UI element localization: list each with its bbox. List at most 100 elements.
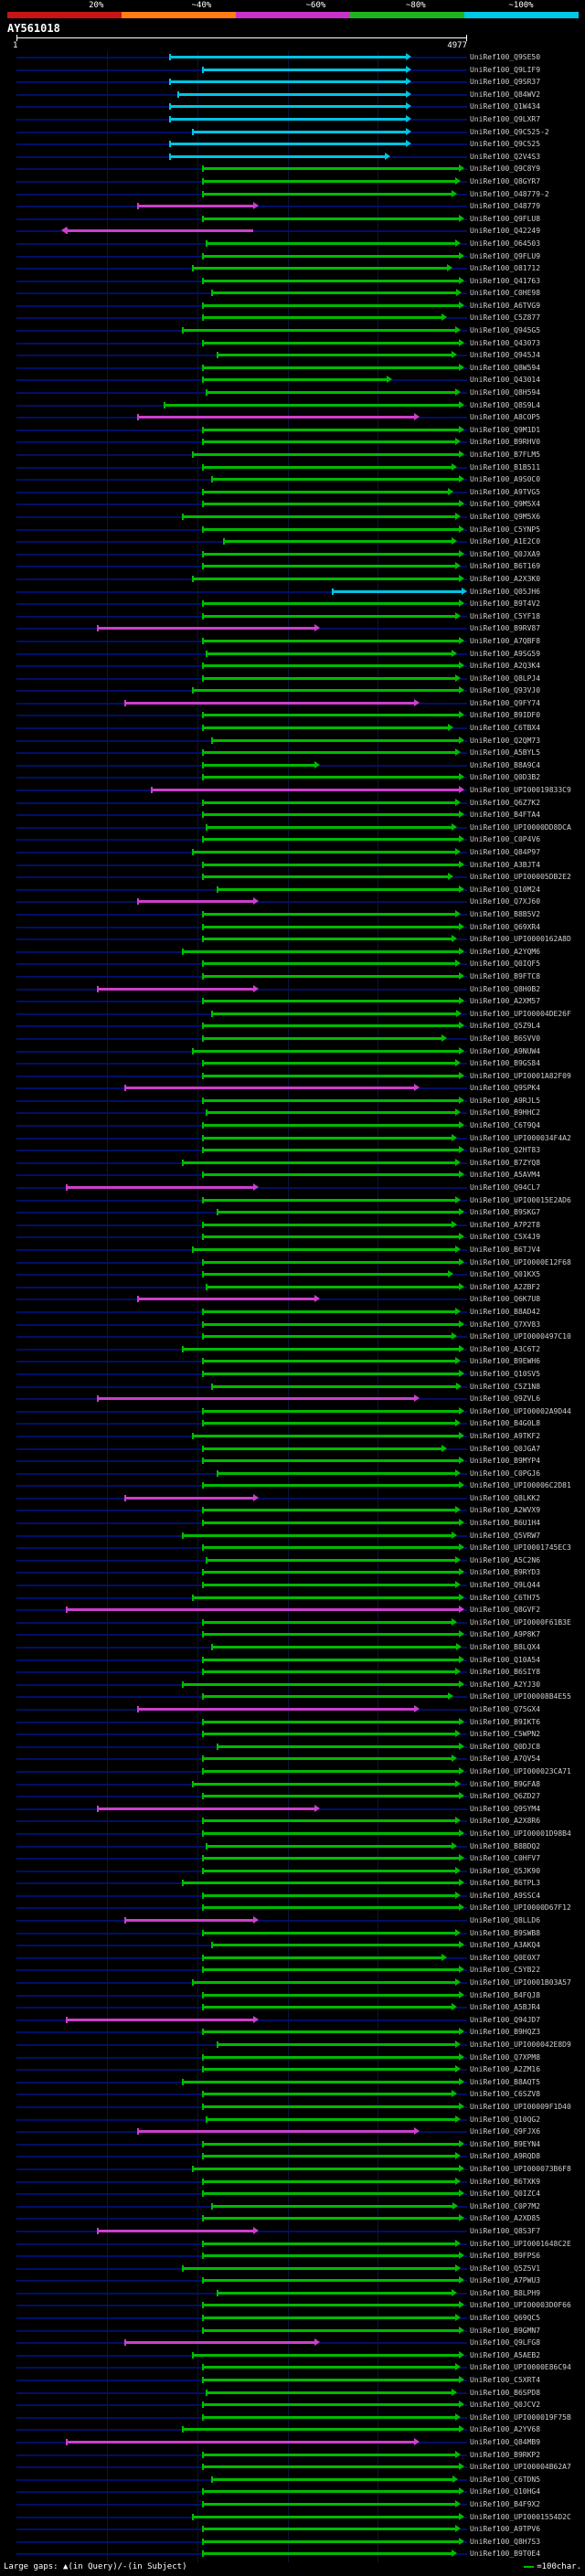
hit-bar[interactable] [201,1730,462,1738]
hit-label[interactable]: UniRef100_A2XM57 [470,997,541,1006]
hit-label[interactable]: UniRef100_A2X3K0 [470,574,541,583]
hit-bar[interactable] [201,1357,462,1365]
hit-label[interactable]: UniRef100_Q8H7S3 [470,2537,541,2546]
hit-label[interactable]: UniRef100_B8BDQ2 [470,1841,541,1850]
hit-label[interactable]: UniRef100_B9EYN4 [470,2139,541,2148]
hit-label[interactable]: UniRef100_Q6Z7K2 [470,798,541,807]
hit-label[interactable]: UniRef100_B7ZYQ8 [470,1158,541,1167]
hit-bar[interactable] [201,376,392,384]
hit-bar[interactable] [201,748,462,757]
hit-bar[interactable] [201,1146,465,1154]
hit-label[interactable]: UniRef100_B9GFA8 [470,1779,541,1788]
hit-label[interactable]: UniRef100_Q84WV2 [470,90,541,99]
hit-label[interactable]: UniRef100_C0HFV7 [470,1854,541,1863]
hit-bar[interactable] [201,1568,465,1576]
hit-label[interactable]: UniRef100_B9MYP4 [470,1457,541,1466]
hit-bar[interactable] [217,2041,462,2048]
hit-bar[interactable] [191,451,465,458]
hit-label[interactable]: UniRef100_UPI00004B62A7 [470,2463,571,2472]
hit-bar[interactable] [137,897,259,906]
hit-label[interactable]: UniRef100_A5AEB2 [470,2350,541,2359]
hit-bar[interactable] [201,711,465,719]
hit-label[interactable]: UniRef100_Q0D3B2 [470,773,541,782]
hit-label[interactable]: UniRef100_UPI00001D98B4 [470,1829,571,1838]
hit-bar[interactable] [205,2388,458,2396]
hit-bar[interactable] [201,276,465,284]
hit-label[interactable]: UniRef100_Q94JD7 [470,2015,541,2024]
hit-bar[interactable] [201,1655,465,1663]
hit-label[interactable]: UniRef100_Q2QM73 [470,736,541,745]
hit-label[interactable]: UniRef100_Q10SV5 [470,1369,541,1378]
hit-bar[interactable] [168,102,412,111]
hit-bar[interactable] [201,462,458,471]
hit-bar[interactable] [201,2499,462,2507]
hit-label[interactable]: UniRef100_UPI0000E86C94 [470,2363,571,2372]
hit-label[interactable]: UniRef100_B9SKG7 [470,1208,541,1217]
hit-bar[interactable] [168,114,412,122]
hit-bar[interactable] [331,587,468,595]
hit-bar[interactable] [201,1307,462,1315]
hit-bar[interactable] [201,164,465,173]
hit-label[interactable]: UniRef100_B9RV87 [470,624,541,633]
hit-bar[interactable] [96,624,321,632]
hit-label[interactable]: UniRef100_Q8S3F7 [470,2226,541,2235]
hit-label[interactable]: UniRef100_A9TPV6 [470,2525,541,2534]
hit-label[interactable]: UniRef100_UPI00009F1D40 [470,2102,571,2111]
hit-label[interactable]: UniRef100_Q945J4 [470,351,541,360]
hit-bar[interactable] [123,698,420,706]
hit-label[interactable]: UniRef100_Q05JH6 [470,587,541,596]
hit-bar[interactable] [201,1891,462,1899]
hit-label[interactable]: UniRef100_Q75GX4 [470,1704,541,1713]
hit-bar[interactable] [223,537,458,546]
hit-label[interactable]: UniRef100_C0PGJ6 [470,1468,541,1478]
hit-bar[interactable] [201,2401,465,2409]
hit-bar[interactable] [201,611,462,620]
hit-bar[interactable] [191,1593,465,1601]
hit-label[interactable]: UniRef100_B1B511 [470,462,541,472]
hit-bar[interactable] [201,214,465,222]
hit-bar[interactable] [201,922,465,930]
hit-label[interactable]: UniRef100_Q42249 [470,227,541,236]
hit-bar[interactable] [191,1046,465,1055]
hit-bar[interactable] [181,1879,464,1887]
hit-label[interactable]: UniRef100_B9RHV0 [470,438,541,447]
hit-label[interactable]: UniRef100_A5C2N6 [470,1555,541,1564]
hit-label[interactable]: UniRef100_B8LQX4 [470,1643,541,1651]
hit-bar[interactable] [201,425,465,433]
hit-label[interactable]: UniRef100_O64503 [470,239,541,248]
hit-bar[interactable] [201,2065,462,2073]
hit-bar[interactable] [201,2463,465,2471]
hit-bar[interactable] [181,2077,464,2085]
hit-bar[interactable] [66,1183,259,1192]
hit-label[interactable]: UniRef100_UPI000034F4A2 [470,1133,571,1142]
hit-bar[interactable] [201,1171,465,1179]
hit-bar[interactable] [181,1531,457,1539]
hit-label[interactable]: UniRef100_B6TPL3 [470,1879,541,1888]
hit-bar[interactable] [205,388,462,397]
hit-label[interactable]: UniRef100_Q10HG4 [470,2487,541,2496]
hit-bar[interactable] [201,2412,462,2421]
hit-label[interactable]: UniRef100_C5WPN2 [470,1730,541,1739]
hit-label[interactable]: UniRef100_Q69XR4 [470,922,541,931]
hit-label[interactable]: UniRef100_B6T169 [470,562,541,571]
hit-label[interactable]: UniRef100_Q0IZC4 [470,2189,541,2199]
hit-label[interactable]: UniRef100_B8B5V2 [470,909,541,918]
hit-label[interactable]: UniRef100_A7P2T8 [470,1220,541,1229]
hit-label[interactable]: UniRef100_C6TBX4 [470,724,541,733]
hit-label[interactable]: UniRef100_Q0JGA7 [470,1444,541,1453]
hit-label[interactable]: UniRef100_A2ZBF2 [470,1282,541,1291]
hit-label[interactable]: UniRef100_Q6K7U8 [470,1295,541,1304]
hit-label[interactable]: UniRef100_A2Q3K4 [470,662,541,671]
hit-bar[interactable] [201,301,465,309]
hit-label[interactable]: UniRef100_Q10A54 [470,1655,541,1664]
hit-bar[interactable] [66,2438,420,2445]
hit-bar[interactable] [201,65,411,73]
hit-label[interactable]: UniRef100_A7PWU3 [470,2276,541,2285]
hit-label[interactable]: UniRef100_Q5JK90 [470,1866,541,1875]
hit-label[interactable]: UniRef100_UPI00015E2AD6 [470,1195,571,1204]
hit-label[interactable]: UniRef100_UPI0000F61B3E [470,1617,571,1627]
hit-bar[interactable] [201,2537,465,2545]
hit-label[interactable]: UniRef100_C6T9Q4 [470,1121,541,1130]
hit-bar[interactable] [191,264,453,272]
hit-bar[interactable] [201,2028,465,2036]
